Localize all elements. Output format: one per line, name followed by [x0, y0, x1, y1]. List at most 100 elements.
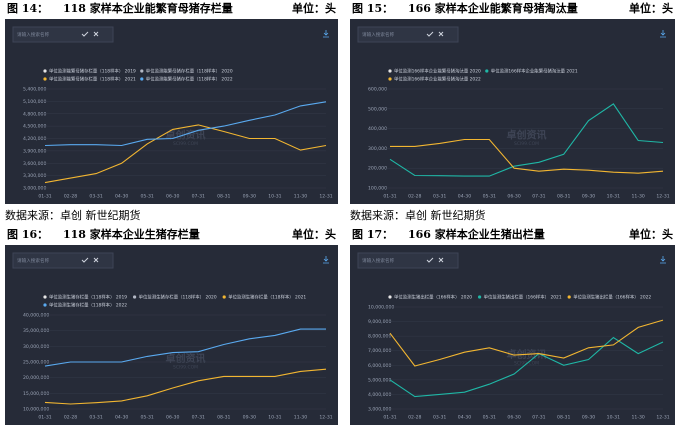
y-tick-label: 5,400,000: [23, 87, 46, 93]
legend-marker[interactable]: [140, 77, 144, 81]
legend-marker[interactable]: [388, 69, 392, 73]
x-tick-label: 12-31: [656, 194, 669, 200]
watermark-sub: SCI99.COM: [514, 141, 539, 147]
x-tick-label: 12-31: [656, 415, 669, 421]
figure-title: 166 家样本企业生猪出栏量: [408, 227, 545, 241]
legend-label[interactable]: 单位监测能繁母猪存栏量（118样本） 2022: [146, 76, 233, 83]
download-icon[interactable]: [660, 30, 666, 38]
confirm-icon[interactable]: [81, 257, 89, 263]
x-tick-label: 10-31: [268, 415, 281, 421]
legend-marker[interactable]: [43, 69, 47, 73]
search-box[interactable]: [357, 252, 459, 269]
x-tick-label: 04-30: [458, 194, 471, 200]
search-placeholder: 请输入搜索名称: [17, 31, 50, 38]
legend-label[interactable]: 单位监测166样本企业能繁母猪淘汰量 2022: [394, 76, 481, 83]
y-tick-label: 30,000,000: [23, 344, 49, 350]
y-tick-label: 15,000,000: [23, 391, 49, 397]
legend-label[interactable]: 单位监测166样本企业能繁母猪淘汰量 2021: [491, 68, 578, 75]
legend-marker[interactable]: [133, 295, 137, 299]
legend-marker[interactable]: [388, 295, 392, 299]
y-tick-label: 9,000,000: [368, 319, 391, 325]
download-icon[interactable]: [323, 256, 329, 264]
legend-marker[interactable]: [43, 303, 47, 307]
series-line: [44, 101, 327, 147]
figure-unit: 单位：头: [292, 227, 336, 241]
series-line: [390, 138, 664, 174]
x-tick-label: 04-30: [115, 415, 128, 421]
legend-label[interactable]: 单位监测生猪存栏量（118样本） 2022: [49, 302, 127, 309]
legend-label[interactable]: 单位监测生猪存栏量（118样本） 2020: [139, 294, 217, 301]
legend-label[interactable]: 单位监测能繁母猪存栏量（118样本） 2021: [49, 76, 136, 83]
figure-title: 118 家样本企业生猪存栏量: [63, 227, 200, 241]
search-box[interactable]: [12, 252, 114, 269]
x-tick-label: 05-31: [483, 194, 496, 200]
clear-icon[interactable]: [438, 257, 444, 263]
legend-label[interactable]: 单位监测生猪存栏量（118样本） 2019: [49, 294, 127, 301]
legend-label[interactable]: 单位监测生猪存栏量（118样本） 2021: [228, 294, 306, 301]
x-tick-label: 09-30: [243, 194, 256, 200]
legend-label[interactable]: 单位监测能繁母猪存栏量（118样本） 2019: [49, 68, 136, 75]
search-placeholder: 请输入搜索名称: [362, 31, 395, 38]
x-tick-label: 01-31: [383, 415, 396, 421]
chart-background: [5, 245, 338, 425]
y-tick-label: 3,600,000: [23, 161, 46, 167]
clear-icon[interactable]: [438, 31, 444, 37]
y-tick-label: 40,000,000: [23, 313, 49, 319]
x-tick-label: 02-28: [64, 194, 77, 200]
legend-marker[interactable]: [222, 295, 226, 299]
x-tick-label: 10-31: [607, 415, 620, 421]
confirm-icon[interactable]: [426, 31, 434, 37]
download-icon[interactable]: [323, 30, 329, 38]
legend-marker[interactable]: [388, 77, 392, 81]
y-tick-label: 20,000,000: [23, 375, 49, 381]
legend-label[interactable]: 单位监测能繁母猪存栏量（118样本） 2020: [146, 68, 233, 75]
y-tick-label: 300,000: [368, 146, 387, 152]
legend-label[interactable]: 单位监测166样本企业能繁母猪淘汰量 2020: [394, 68, 481, 75]
y-tick-label: 4,200,000: [23, 136, 46, 142]
x-tick-label: 09-30: [582, 194, 595, 200]
x-tick-label: 07-31: [192, 415, 205, 421]
x-tick-label: 02-28: [64, 415, 77, 421]
confirm-icon[interactable]: [426, 257, 434, 263]
x-tick-label: 10-31: [268, 194, 281, 200]
figure-title: 166 家样本企业能繁育母猪淘汰量: [408, 1, 578, 15]
x-tick-label: 01-31: [38, 415, 51, 421]
y-tick-label: 200,000: [368, 166, 387, 172]
series-line: [44, 124, 327, 184]
legend-marker[interactable]: [140, 69, 144, 73]
x-tick-label: 08-31: [557, 194, 570, 200]
x-tick-label: 06-30: [507, 194, 520, 200]
download-icon[interactable]: [660, 256, 666, 264]
legend-label[interactable]: 单位监测生猪出栏量（166样本） 2020: [394, 294, 472, 301]
search-box[interactable]: [12, 26, 114, 43]
x-tick-label: 04-30: [115, 194, 128, 200]
confirm-icon[interactable]: [81, 31, 89, 37]
clear-icon[interactable]: [93, 31, 99, 37]
x-tick-label: 11-30: [632, 194, 645, 200]
x-tick-label: 11-30: [294, 415, 307, 421]
search-box[interactable]: [357, 26, 459, 43]
chart-background: [5, 19, 338, 204]
x-tick-label: 01-31: [383, 194, 396, 200]
legend-marker[interactable]: [43, 295, 47, 299]
legend-marker[interactable]: [567, 295, 571, 299]
figure-label: 图 15：: [352, 2, 393, 15]
legend-label[interactable]: 单位监测生猪出栏量（166样本） 2022: [573, 294, 651, 301]
search-placeholder: 请输入搜索名称: [17, 257, 50, 264]
clear-icon[interactable]: [93, 257, 99, 263]
x-tick-label: 09-30: [582, 415, 595, 421]
figure: 图 17： 166 家样本企业生猪出栏量 单位：头请输入搜索名称单位监测生猪出栏量（…: [350, 227, 675, 425]
figure-label: 图 17：: [352, 228, 393, 241]
x-tick-label: 12-31: [319, 194, 332, 200]
legend-label[interactable]: 单位监测生猪出栏量（166样本） 2021: [484, 294, 562, 301]
legend-marker[interactable]: [485, 69, 489, 73]
legend-marker[interactable]: [43, 77, 47, 81]
series-line: [389, 103, 664, 177]
figure: 图 16： 118 家样本企业生猪存栏量 单位：头请输入搜索名称单位监测生猪存栏量（…: [5, 227, 338, 425]
legend-marker[interactable]: [478, 295, 482, 299]
y-tick-label: 3,000,000: [23, 186, 46, 192]
figure-unit: 单位：头: [292, 1, 336, 15]
